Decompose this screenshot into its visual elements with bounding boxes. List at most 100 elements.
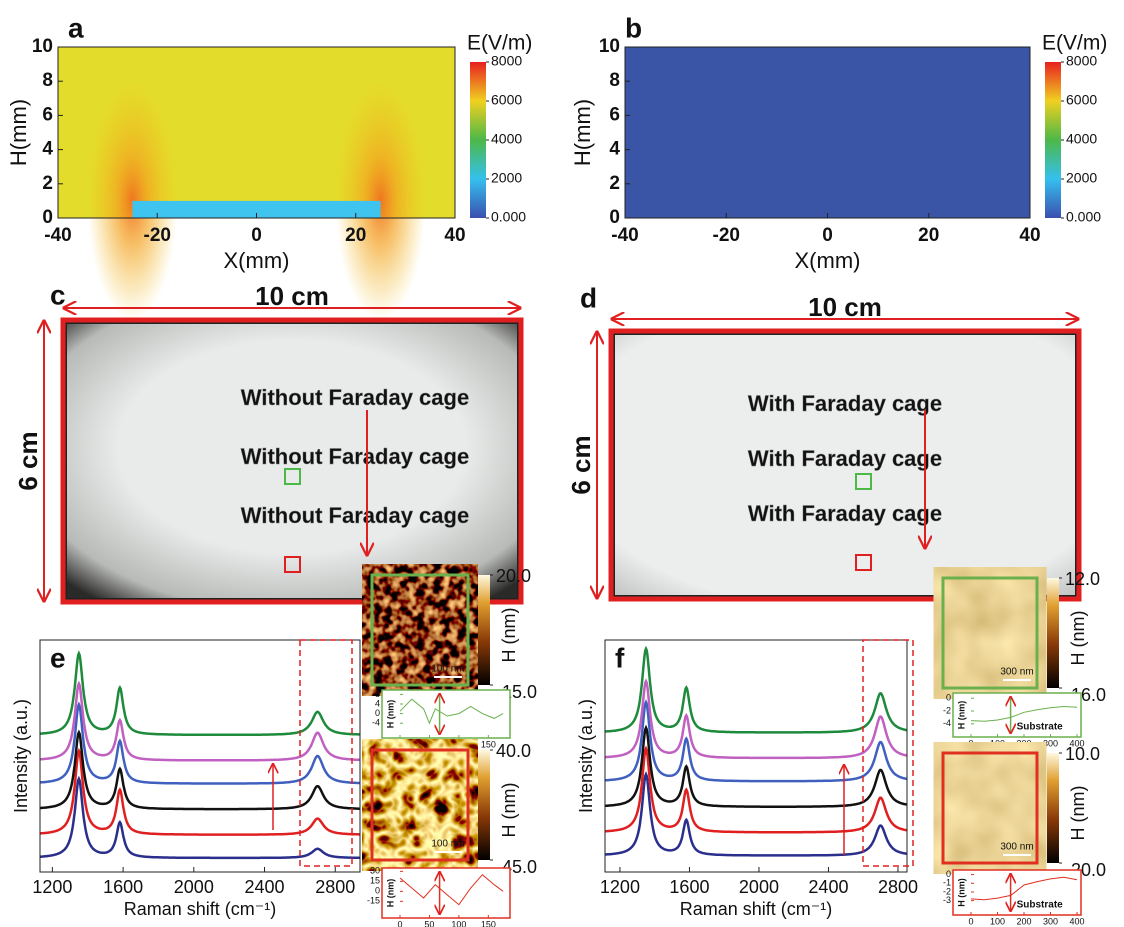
sample-text: Without Faraday cage xyxy=(241,503,469,528)
profile-y-tick-label: -15 xyxy=(367,896,380,906)
y-tick-label: 4 xyxy=(42,139,53,160)
afm-image xyxy=(372,750,468,860)
profile-x-tick-label: 300 xyxy=(1043,738,1058,748)
profile-y-tick-label: 15 xyxy=(370,876,380,886)
panel-label: c xyxy=(50,279,66,310)
y-tick-label: 2 xyxy=(609,173,620,194)
colorbar-label: H (nm) xyxy=(499,783,519,838)
height-colorbar xyxy=(1047,753,1059,863)
x-tick-label: 40 xyxy=(1019,225,1040,246)
y-tick-label: 10 xyxy=(599,36,620,57)
x-tick-label: -20 xyxy=(144,225,171,246)
y-tick-label: 0 xyxy=(42,207,53,228)
y-tick-label: 8 xyxy=(42,70,53,91)
profile-frame xyxy=(381,867,511,919)
colorbar-tick-label: 4000 xyxy=(491,131,522,147)
profile-y-label: H (nm) xyxy=(956,701,966,730)
spectrum xyxy=(40,729,360,811)
height-profile xyxy=(399,874,504,906)
profile-x-tick-label: 300 xyxy=(1043,916,1058,926)
profile-y-tick-label: 8 xyxy=(375,689,380,699)
scalebar-label: 100 nm xyxy=(431,664,464,675)
x-tick-label: 2000 xyxy=(174,877,214,897)
sample-outline xyxy=(608,328,1082,602)
sample-text: Without Faraday cage xyxy=(241,385,469,410)
x-tick-label: 1600 xyxy=(669,877,709,897)
sample-outline xyxy=(60,317,524,605)
highlight-box xyxy=(299,639,353,867)
colorbar xyxy=(470,62,486,218)
colorbar-tick-label: 4000 xyxy=(1066,131,1097,147)
profile-y-tick-label: -4 xyxy=(372,718,380,728)
scalebar-label: 300 nm xyxy=(1000,667,1033,678)
x-tick-label: 2400 xyxy=(808,877,848,897)
profile-x-tick-label: 200 xyxy=(1016,738,1031,748)
spectrum xyxy=(40,775,360,860)
colorbar-tick-label: 0.000 xyxy=(1066,209,1101,225)
profile-x-tick-label: 0 xyxy=(397,919,402,927)
y-tick-label: 8 xyxy=(609,70,620,91)
profile-x-tick-label: 0 xyxy=(968,738,973,748)
sample-text: With Faraday cage xyxy=(748,446,942,471)
x-tick-label: 2800 xyxy=(878,877,918,897)
colorbar-label: H (nm) xyxy=(499,608,519,663)
sample-photo xyxy=(613,333,1077,597)
profile-y-tick-label: -2 xyxy=(943,886,951,896)
scalebar-label: 100 nm xyxy=(431,839,464,850)
y-axis-label: H(mm) xyxy=(6,99,31,166)
profile-y-tick-label: -1 xyxy=(943,878,951,888)
width-label: 10 cm xyxy=(255,281,329,311)
profile-x-tick-label: 400 xyxy=(1069,738,1084,748)
height-profile xyxy=(399,698,504,725)
spectrum xyxy=(39,650,360,737)
profile-y-tick-label: -2 xyxy=(943,705,951,715)
highlight-box xyxy=(862,639,914,867)
colorbar-tick-label: 40.0 xyxy=(496,741,531,761)
profile-y-tick-label: 4 xyxy=(375,698,380,708)
profile-y-tick-label: 0 xyxy=(375,886,380,896)
x-tick-label: 2400 xyxy=(245,877,285,897)
profile-x-tick-label: 0 xyxy=(397,739,402,749)
profile-x-tick-label: 100 xyxy=(990,738,1005,748)
profile-x-tick-label: 100 xyxy=(990,916,1005,926)
colorbar-tick-label: 8000 xyxy=(1066,53,1097,69)
colorbar-tick-label: 20.0 xyxy=(496,566,531,586)
panel-label: d xyxy=(580,282,597,313)
x-tick-label: 20 xyxy=(918,225,939,246)
colorbar-tick-label: 2000 xyxy=(491,170,522,186)
profile-y-label: H (nm) xyxy=(385,879,395,908)
afm-image xyxy=(372,575,468,685)
y-axis-label: Intensity (a.u.) xyxy=(576,699,596,813)
afm-frame xyxy=(370,748,470,862)
profile-y-tick-label: 0 xyxy=(375,708,380,718)
spectrum xyxy=(605,645,907,734)
height-label: 6 cm xyxy=(13,431,43,490)
profile-y-tick-label: 0 xyxy=(946,869,951,879)
x-tick-label: -40 xyxy=(611,225,638,246)
spectrum xyxy=(605,678,907,760)
sample-text: Without Faraday cage xyxy=(241,444,469,469)
y-tick-label: 10 xyxy=(32,36,53,57)
profile-x-tick-label: 150 xyxy=(481,919,496,927)
afm-frame xyxy=(370,573,470,687)
green-region xyxy=(855,473,872,490)
spectrum xyxy=(605,699,908,783)
profile-x-tick-label: 200 xyxy=(1016,916,1031,926)
y-tick-label: 0 xyxy=(609,207,620,228)
x-tick-label: 20 xyxy=(345,225,366,246)
profile-y-tick-label: -3 xyxy=(943,895,951,905)
panel-label: f xyxy=(615,642,625,673)
x-tick-label: 0 xyxy=(251,225,262,246)
plot-frame xyxy=(604,639,908,873)
height-profile xyxy=(970,876,1078,901)
profile-y-tick-label: -4 xyxy=(943,718,951,728)
green-region xyxy=(284,468,301,485)
spectrum xyxy=(605,771,907,857)
height-colorbar xyxy=(478,750,490,860)
colorbar-title: E(V/m) xyxy=(1042,32,1107,55)
profile-y-label: H (nm) xyxy=(385,700,395,729)
y-tick-label: 6 xyxy=(42,104,53,125)
profile-x-tick-label: 50 xyxy=(424,739,434,749)
x-axis-label: Raman shift (cm⁻¹) xyxy=(680,899,833,919)
colorbar-tick-label: 2000 xyxy=(1066,170,1097,186)
